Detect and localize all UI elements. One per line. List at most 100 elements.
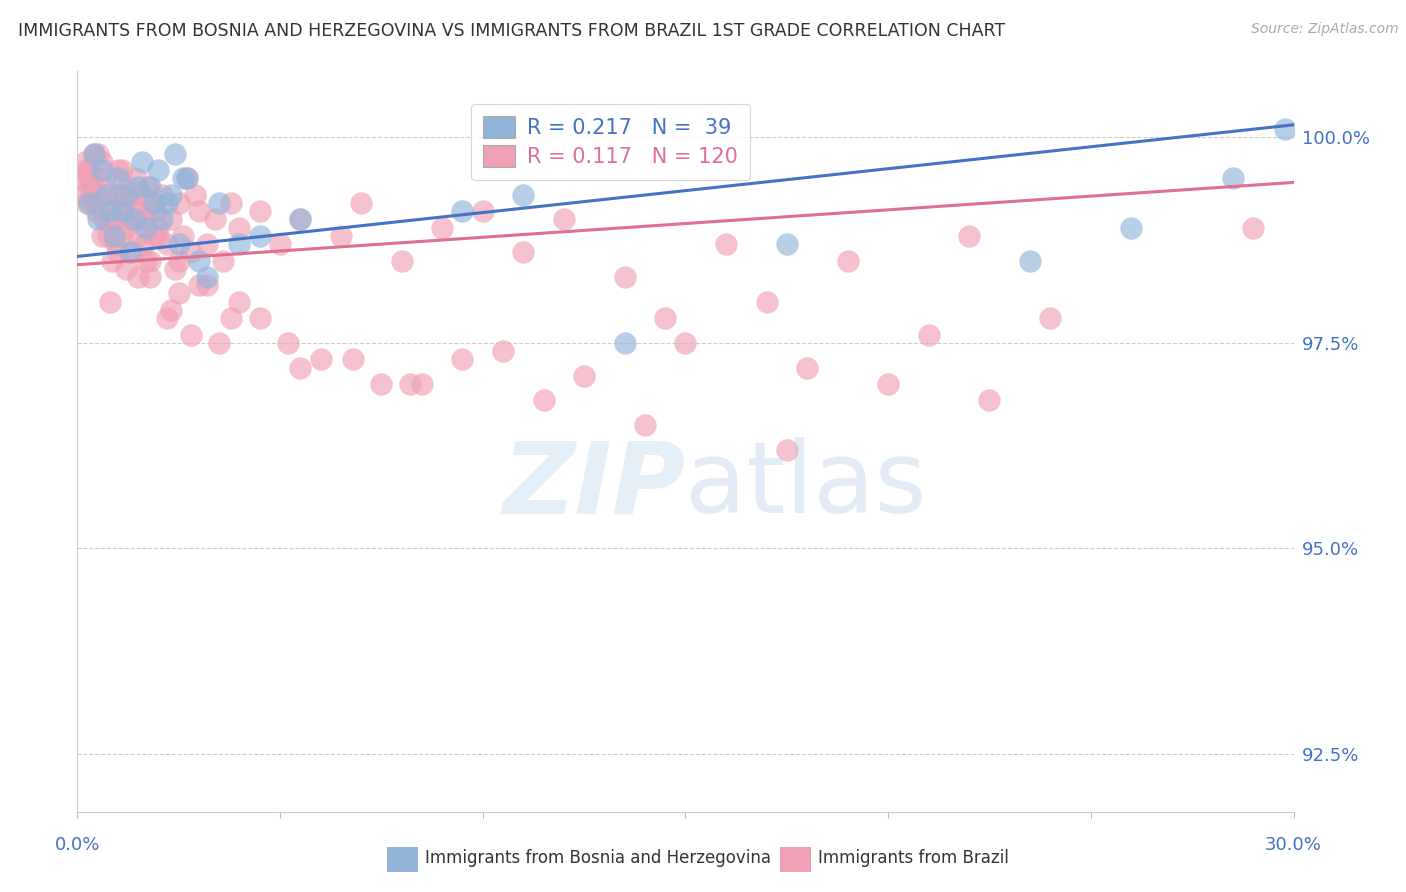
Point: [1274, 122, 1296, 136]
Point: [492, 344, 515, 359]
Point: [70, 171, 93, 186]
Point: [90, 228, 112, 243]
Point: [675, 335, 697, 350]
Point: [163, 146, 186, 161]
Point: [155, 311, 177, 326]
Point: [131, 187, 153, 202]
Text: 0.0%: 0.0%: [55, 836, 100, 854]
Point: [451, 352, 474, 367]
Point: [79, 163, 101, 178]
Point: [117, 179, 139, 194]
Point: [79, 179, 101, 194]
Point: [141, 196, 163, 211]
Point: [98, 196, 121, 211]
Point: [79, 171, 101, 186]
Point: [135, 212, 157, 227]
Point: [118, 245, 141, 260]
Point: [83, 146, 105, 161]
Point: [103, 228, 125, 243]
Point: [249, 311, 271, 326]
Point: [290, 212, 312, 227]
Point: [512, 187, 534, 202]
Point: [159, 187, 181, 202]
Point: [167, 286, 190, 301]
Point: [172, 171, 194, 186]
Point: [398, 376, 420, 391]
Point: [918, 327, 941, 342]
Point: [76, 196, 98, 211]
Point: [188, 253, 211, 268]
Point: [98, 294, 121, 309]
Point: [290, 212, 312, 227]
Legend: R = 0.217   N =  39, R = 0.117   N = 120: R = 0.217 N = 39, R = 0.117 N = 120: [471, 104, 751, 179]
Point: [86, 146, 108, 161]
Point: [432, 220, 454, 235]
Point: [93, 212, 115, 227]
Point: [634, 418, 657, 433]
Point: [204, 212, 226, 227]
Point: [613, 335, 636, 350]
Point: [118, 187, 141, 202]
Point: [167, 253, 190, 268]
Point: [290, 360, 312, 375]
Point: [103, 212, 125, 227]
Point: [370, 376, 392, 391]
Point: [714, 237, 737, 252]
Point: [167, 196, 190, 211]
Point: [155, 237, 177, 252]
Point: [572, 368, 595, 383]
Point: [148, 163, 170, 178]
Point: [127, 179, 149, 194]
Point: [837, 253, 859, 268]
Point: [83, 196, 105, 211]
Point: [129, 204, 152, 219]
Point: [350, 196, 373, 211]
Point: [159, 302, 181, 317]
Point: [139, 179, 162, 194]
Point: [228, 220, 250, 235]
Point: [451, 204, 474, 219]
Point: [104, 237, 127, 252]
Point: [86, 171, 108, 186]
Point: [613, 270, 636, 285]
Point: [136, 179, 159, 194]
Point: [176, 171, 198, 186]
Point: [249, 204, 271, 219]
Point: [111, 204, 134, 219]
Point: [89, 187, 111, 202]
Point: [115, 220, 138, 235]
Point: [533, 393, 555, 408]
Point: [208, 335, 231, 350]
Point: [553, 212, 575, 227]
Point: [122, 212, 145, 227]
Point: [249, 228, 271, 243]
Point: [139, 253, 162, 268]
Point: [107, 245, 129, 260]
Point: [143, 228, 166, 243]
Point: [163, 261, 186, 276]
Text: atlas: atlas: [686, 437, 927, 534]
Point: [135, 253, 157, 268]
Point: [125, 171, 148, 186]
Text: 30.0%: 30.0%: [1265, 836, 1322, 854]
Point: [118, 212, 141, 227]
Point: [90, 154, 112, 169]
Point: [112, 196, 135, 211]
Point: [342, 352, 364, 367]
Point: [329, 228, 352, 243]
Point: [1019, 253, 1042, 268]
Point: [79, 196, 101, 211]
Point: [103, 212, 125, 227]
Point: [512, 245, 534, 260]
Point: [1039, 311, 1062, 326]
Point: [101, 253, 124, 268]
Point: [184, 187, 207, 202]
Point: [195, 278, 218, 293]
Point: [221, 196, 243, 211]
Point: [127, 270, 149, 285]
Text: Immigrants from Bosnia and Herzegovina: Immigrants from Bosnia and Herzegovina: [425, 849, 770, 867]
Text: Source: ZipAtlas.com: Source: ZipAtlas.com: [1251, 22, 1399, 37]
Point: [122, 196, 145, 211]
Text: Immigrants from Brazil: Immigrants from Brazil: [818, 849, 1010, 867]
Point: [167, 237, 190, 252]
